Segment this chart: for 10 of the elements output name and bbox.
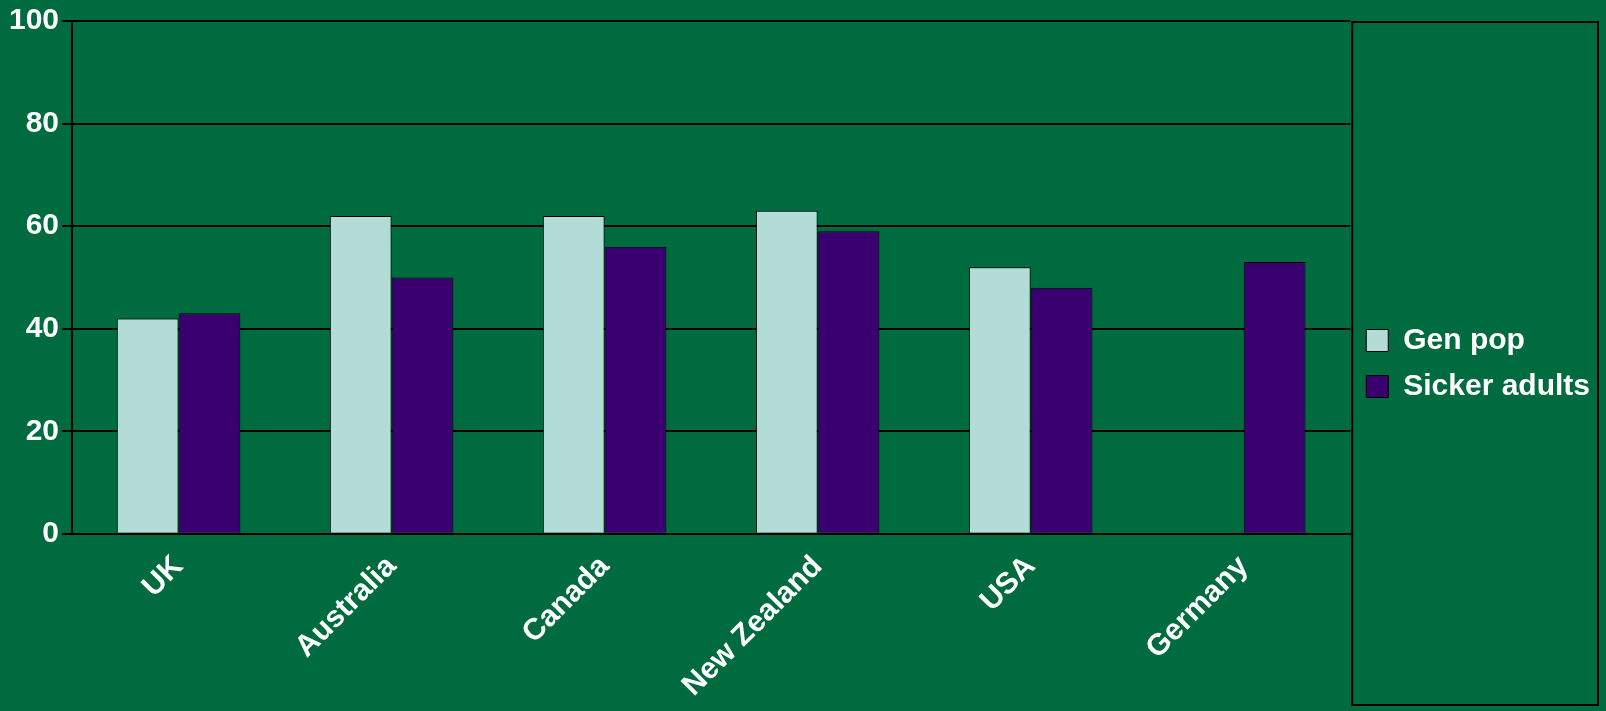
y-tick-label: 20 xyxy=(25,412,60,446)
legend-label: Sicker adults xyxy=(1403,367,1591,401)
y-tick-label: 0 xyxy=(42,515,60,549)
x-tick-label: UK xyxy=(134,548,189,603)
legend-label: Gen pop xyxy=(1403,321,1525,355)
y-tick-label: 80 xyxy=(25,104,60,138)
y-tick-label: 40 xyxy=(25,309,60,343)
y-tick-label: 100 xyxy=(8,2,60,36)
x-tick-label: USA xyxy=(972,548,1041,617)
y-tick-label: 60 xyxy=(25,207,60,241)
